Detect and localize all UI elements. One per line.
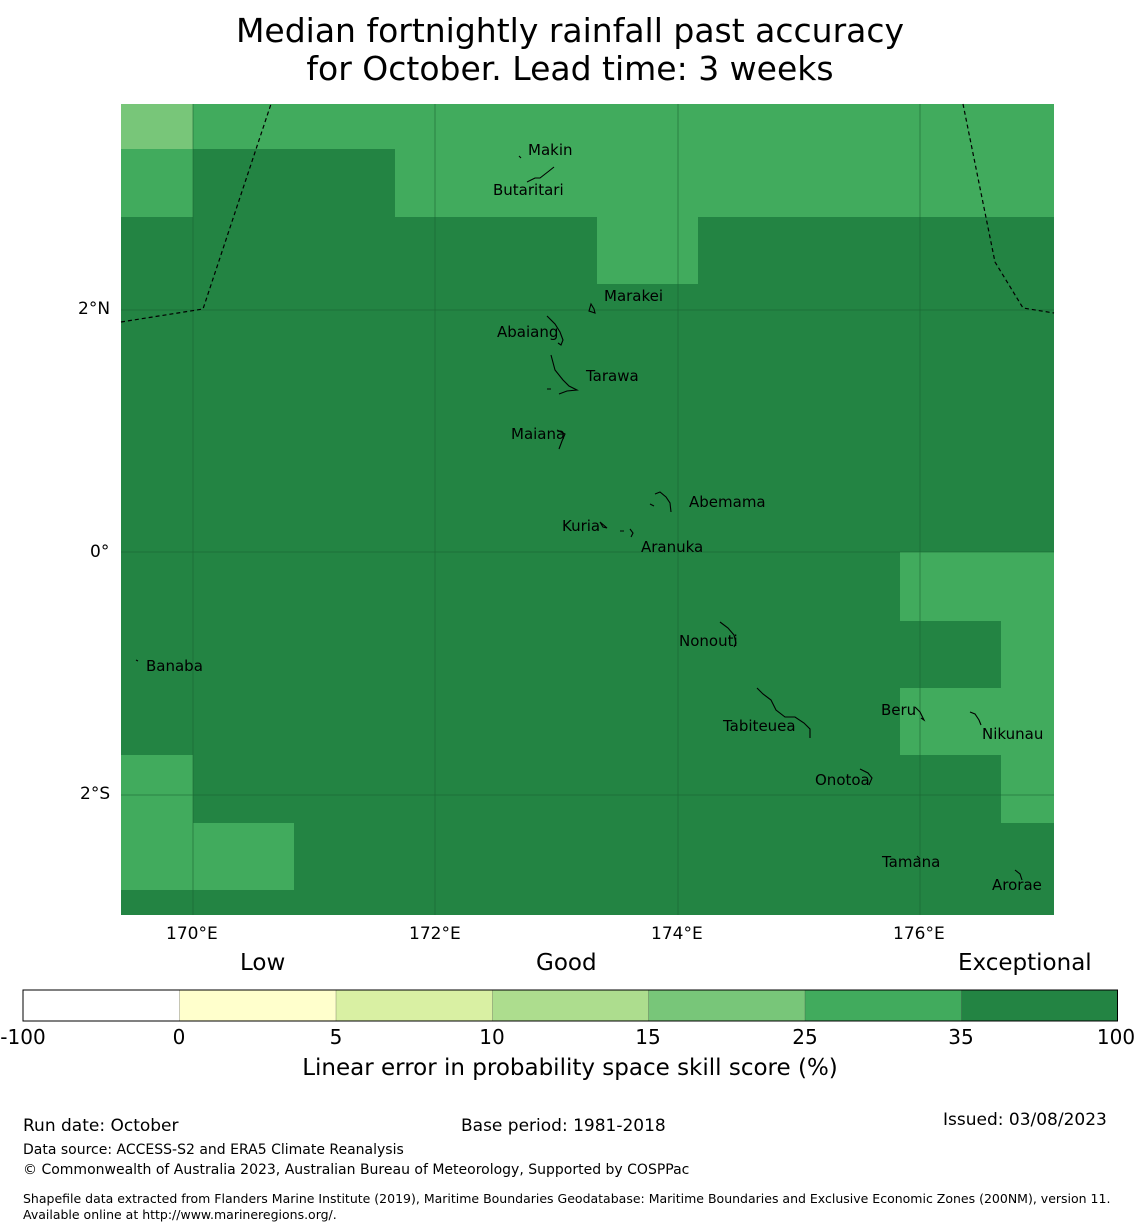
category-good: Good <box>536 950 597 976</box>
colorbar <box>22 989 1118 1022</box>
island-shape-makin <box>518 155 522 159</box>
lat-label-2n: 2°N <box>78 299 111 319</box>
colorbar-tick-10: 10 <box>479 1025 505 1049</box>
skill-map: Makin Butaritari Marakei Abaiang Tarawa … <box>120 103 1055 915</box>
issued-date: Issued: 03/08/2023 <box>943 1110 1107 1130</box>
island-shape-tarawa <box>547 354 579 395</box>
island-label-abaiang: Abaiang <box>497 323 558 341</box>
lat-label-0: 0° <box>90 542 110 562</box>
skill-cell-north-band <box>121 104 1054 149</box>
colorbar-segment-2 <box>179 990 336 1021</box>
lon-label-174e: 174°E <box>651 924 703 944</box>
colorbar-tick-35: 35 <box>948 1025 974 1049</box>
island-label-maiana: Maiana <box>511 425 565 443</box>
island-label-tamana: Tamana <box>881 853 940 871</box>
colorbar-tick-25: 25 <box>792 1025 818 1049</box>
shapefile-credit: Shapefile data extracted from Flanders M… <box>23 1191 1111 1222</box>
colorbar-label: Linear error in probability space skill … <box>302 1055 838 1081</box>
colorbar-segment-4 <box>492 990 649 1021</box>
island-shape-abaiang <box>546 315 564 346</box>
skill-cell-se-1 <box>900 552 1054 621</box>
island-label-beru: Beru <box>881 701 916 719</box>
skill-cell-se-3 <box>900 688 1054 755</box>
island-shape-nikunau <box>969 711 982 726</box>
island-label-tabiteuea: Tabiteuea <box>722 717 796 735</box>
island-shape-nonouti <box>719 621 737 648</box>
lon-label-176e: 176°E <box>893 924 945 944</box>
skill-cell-se-4 <box>1001 755 1054 823</box>
skill-cell-north-center <box>395 149 1054 217</box>
island-label-nonouti: Nonouti <box>679 632 738 650</box>
colorbar-segment-1 <box>23 990 180 1021</box>
skill-cell-nw-left <box>121 149 193 217</box>
island-shape-butaritari <box>526 166 555 183</box>
run-date: Run date: October <box>23 1116 179 1136</box>
island-shape-banaba <box>135 659 139 662</box>
colorbar-segment-3 <box>336 990 493 1021</box>
island-shape-marakei <box>588 302 596 314</box>
island-label-marakei: Marakei <box>604 287 663 305</box>
island-label-kuria: Kuria <box>562 517 600 535</box>
skill-cell-north-tab <box>597 217 698 284</box>
colorbar-segment-5 <box>648 990 805 1021</box>
colorbar-tick-0: 0 <box>172 1025 186 1049</box>
lon-label-172e: 172°E <box>409 924 461 944</box>
graticule <box>121 104 1054 915</box>
island-shape-kuria <box>599 521 608 529</box>
colorbar-tick-15: 15 <box>635 1025 661 1049</box>
island-label-banaba: Banaba <box>146 657 203 675</box>
category-low: Low <box>240 950 286 976</box>
skill-cell-nw-corner <box>121 104 193 149</box>
skill-cell-se-2 <box>1001 621 1054 688</box>
colorbar-tick-100: 100 <box>1096 1025 1136 1049</box>
island-label-tarawa: Tarawa <box>585 367 639 385</box>
data-source: Data source: ACCESS-S2 and ERA5 Climate … <box>23 1142 404 1158</box>
colorbar-tick--100: -100 <box>0 1025 46 1049</box>
lon-label-170e: 170°E <box>166 924 218 944</box>
island-label-butaritari: Butaritari <box>493 181 564 199</box>
map-background <box>121 104 1054 915</box>
island-shape-aranuka <box>620 528 634 538</box>
colorbar-tick-5: 5 <box>329 1025 343 1049</box>
lat-label-2s: 2°S <box>80 784 111 804</box>
colorbar-segment-7 <box>961 990 1118 1021</box>
title-line-2: for October. Lead time: 3 weeks <box>306 49 834 88</box>
title-line-1: Median fortnightly rainfall past accurac… <box>235 11 905 50</box>
island-label-makin: Makin <box>528 141 573 159</box>
skill-cell-sw-1 <box>121 755 193 823</box>
island-label-onotoa: Onotoa <box>815 771 870 789</box>
base-period: Base period: 1981-2018 <box>461 1116 666 1136</box>
island-label-arorae: Arorae <box>992 876 1042 894</box>
island-shape-arorae <box>1014 869 1023 881</box>
island-label-abemama: Abemama <box>689 493 766 511</box>
island-shape-beru <box>914 706 926 722</box>
island-shape-maiana <box>556 429 566 450</box>
copyright: © Commonwealth of Australia 2023, Austra… <box>23 1162 690 1178</box>
island-shape-tabiteuea <box>756 687 811 738</box>
category-exceptional: Exceptional <box>958 950 1092 976</box>
colorbar-segment-6 <box>805 990 962 1021</box>
eez-boundary <box>120 103 1055 323</box>
island-label-nikunau: Nikunau <box>982 725 1043 743</box>
island-shape-abemama <box>649 491 672 513</box>
skill-cell-sw-2 <box>121 823 294 890</box>
island-shape-onotoa <box>859 768 873 786</box>
island-outlines <box>135 155 1023 881</box>
island-label-aranuka: Aranuka <box>641 538 703 556</box>
island-shape-tamana <box>916 855 921 860</box>
